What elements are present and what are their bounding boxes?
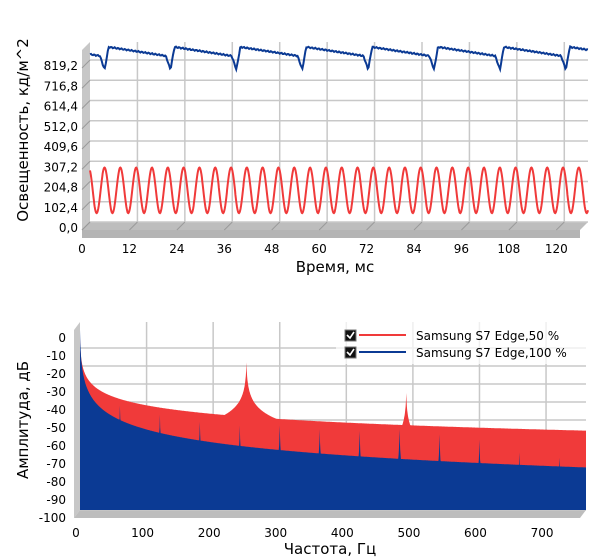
top-series-line-50 [89, 166, 589, 215]
bottom-back-wall-left [74, 322, 80, 518]
bottom-y-axis-label: Амплитуда, дБ [14, 361, 32, 479]
legend-item-50[interactable]: Samsung S7 Edge,50 % [344, 329, 559, 343]
top-series-line-100 [89, 45, 589, 73]
bottom-y-tick-label: -60 [46, 439, 66, 453]
legend-checkbox-icon[interactable] [344, 346, 357, 359]
bottom-x-tick-label: 500 [397, 526, 420, 540]
top-x-tick-label: 24 [169, 242, 184, 256]
top-floor-gridline [555, 221, 565, 231]
bottom-y-tick-label: -100 [39, 511, 66, 525]
top-y-axis-label: Освещенность, кд/м^2 [14, 38, 32, 222]
bottom-x-tick-label: 100 [131, 526, 154, 540]
top-back-wall-left [82, 42, 90, 230]
bottom-y-tick-label: -70 [46, 457, 66, 471]
top-floor-gridline [81, 221, 91, 231]
top-floor-gridline [271, 221, 281, 231]
bottom-y-tick-label: -90 [46, 493, 66, 507]
top-y-tick-label: 409,6 [44, 140, 78, 154]
top-y-tick-label: 204,8 [44, 181, 78, 195]
top-wall-gridline [81, 160, 91, 170]
bottom-y-tick-label: -10 [46, 349, 66, 363]
bottom-y-tick-label: -80 [46, 475, 66, 489]
top-y-tick-label: 0,0 [59, 221, 78, 235]
top-x-tick-label: 96 [454, 242, 469, 256]
bottom-y-tick-label: 0 [58, 331, 66, 345]
bottom-x-tick-label: 400 [331, 526, 354, 540]
legend-item-100[interactable]: Samsung S7 Edge,100 % [344, 346, 567, 360]
top-floor-gridline [318, 221, 328, 231]
bottom-x-tick-label: 200 [198, 526, 221, 540]
top-floor-gridline [129, 221, 138, 231]
top-floor-gridline [176, 221, 186, 231]
check-icon [346, 331, 355, 340]
top-y-tick-label: 307,2 [44, 160, 78, 174]
top-floor-gridline [461, 221, 470, 231]
top-x-tick-label: 0 [78, 242, 86, 256]
top-wall-gridline [81, 201, 91, 211]
bottom-x-tick-label: 0 [72, 526, 80, 540]
bottom-y-tick-label: -50 [46, 421, 66, 435]
top-x-tick-label: 60 [312, 242, 327, 256]
top-floor-gridline [508, 221, 518, 231]
top-wall-gridline [81, 59, 91, 69]
bottom-x-tick-label: 700 [531, 526, 554, 540]
top-y-tick-label: 614,4 [44, 100, 78, 114]
top-wall-gridline [81, 79, 91, 89]
top-y-tick-label: 819,2 [44, 59, 78, 73]
top-y-tick-label: 512,0 [44, 120, 78, 134]
top-x-tick-label: 72 [359, 242, 374, 256]
top-floor [82, 222, 588, 230]
top-floor-gridline [413, 221, 423, 231]
bottom-y-tick-label: -30 [46, 385, 66, 399]
top-x-tick-label: 48 [264, 242, 279, 256]
top-wall-gridline [81, 140, 91, 150]
top-x-tick-label: 12 [122, 242, 137, 256]
bottom-x-axis-label: Частота, Гц [284, 540, 376, 558]
legend-checkbox-icon[interactable] [344, 329, 357, 342]
check-icon [346, 348, 355, 357]
top-y-tick-label: 716,8 [44, 79, 78, 93]
legend-label: Samsung S7 Edge,100 % [416, 346, 567, 360]
top-floor-gridline [223, 221, 233, 231]
bottom-series-area-100 [80, 330, 586, 510]
top-x-tick-label: 84 [406, 242, 421, 256]
top-wall-gridline [81, 100, 91, 109]
bottom-x-tick-label: 300 [264, 526, 287, 540]
top-x-tick-label: 108 [497, 242, 520, 256]
top-y-tick-label: 102,4 [44, 201, 78, 215]
top-wall-gridline [81, 181, 91, 190]
bottom-y-tick-label: -20 [46, 367, 66, 381]
top-floor-front [82, 230, 580, 238]
bottom-floor [74, 510, 586, 518]
top-x-axis-label: Время, мс [296, 258, 374, 276]
top-floor-gridline [366, 221, 375, 231]
top-chart: 0,0 102,4 204,8 307,2 409,6 512,0 614,4 716,8 81… [14, 38, 589, 276]
bottom-x-tick-label: 600 [464, 526, 487, 540]
top-x-tick-label: 36 [217, 242, 232, 256]
top-x-tick-label: 120 [545, 242, 568, 256]
legend: Samsung S7 Edge,50 % Samsung S7 Edge,100… [336, 320, 586, 364]
legend-label: Samsung S7 Edge,50 % [416, 329, 559, 343]
bottom-chart: 0 -10 -20 -30 -40 -50 -60 -70 -80 -90 -100 0 100 200… [14, 320, 586, 558]
bottom-y-tick-label: -40 [46, 403, 66, 417]
top-wall-gridline [81, 120, 91, 130]
